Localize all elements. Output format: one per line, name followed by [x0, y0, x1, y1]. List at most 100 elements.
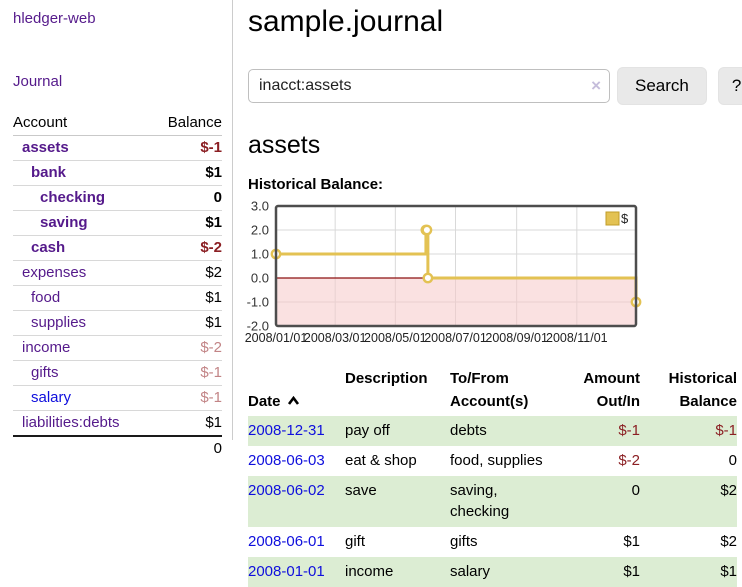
sidebar-balance-cell: $1 [151, 285, 222, 311]
sidebar-balance-cell: $-1 [151, 385, 222, 411]
register-description-cell: eat & shop [345, 452, 417, 469]
accounts-table: Account Balance assets $-1 bank $1 checking 0… [13, 111, 222, 461]
sidebar-balance-cell: $-2 [151, 335, 222, 361]
sidebar-account-cell: liabilities:debts [13, 410, 152, 437]
sidebar-account-link[interactable]: saving [40, 214, 88, 231]
balance-column-header: Balance [151, 111, 222, 136]
sidebar-nav: Journal [13, 73, 222, 90]
y-tick-label: -1.0 [247, 295, 269, 310]
register-body: 2008-12-31 pay off debts $-1 $-1 2008-06-03 ea… [248, 416, 737, 587]
sidebar-balance-cell: $1 [151, 410, 222, 437]
sidebar-account-row: liabilities:debts $1 [13, 410, 222, 437]
accounts-total-spacer [13, 435, 152, 461]
sidebar-account-cell: saving [13, 210, 152, 236]
sidebar-account-link[interactable]: salary [31, 389, 72, 406]
transaction-date-link[interactable]: 2008-06-02 [248, 482, 325, 499]
page-title: sample.journal [248, 5, 444, 38]
transaction-date-link[interactable]: 2008-12-31 [248, 422, 325, 439]
legend-label: $ [621, 211, 629, 226]
sidebar-account-link[interactable]: income [22, 339, 71, 356]
date-header-label: Date [248, 392, 281, 410]
sidebar-account-cell: assets [13, 135, 152, 161]
sidebar-account-row: food $1 [13, 285, 222, 311]
sidebar-account-link[interactable]: food [31, 289, 61, 306]
sidebar-account-link[interactable]: supplies [31, 314, 87, 331]
y-tick-label: 2.0 [251, 223, 269, 238]
sidebar-account-link[interactable]: gifts [31, 364, 59, 381]
sidebar-balance-cell: $1 [151, 160, 222, 186]
clear-search-icon[interactable]: × [591, 76, 601, 95]
sidebar: hledger-web Journal Account Balance asse… [0, 0, 232, 461]
register-header-row: Date Description To/From Account(s) Amou… [248, 366, 737, 416]
transaction-date-link[interactable]: 2008-06-01 [248, 533, 325, 550]
sidebar-account-link[interactable]: assets [22, 139, 69, 156]
search-input-wrap: × [248, 69, 610, 103]
x-tick-label: 2008/03/01 [304, 331, 367, 345]
sidebar-account-link[interactable]: expenses [22, 264, 87, 281]
register-date-cell: 2008-06-02 [248, 476, 345, 527]
sidebar-account-row: supplies $1 [13, 310, 222, 336]
register-accounts-cell: salary [450, 563, 491, 580]
app-title: hledger-web [13, 10, 222, 27]
historical-balance-chart: $3.0 2.0 1.0 0.0 -1.0 -2.0 2008/01/01 2008/03/0… [245, 199, 742, 348]
sort-ascending-icon [287, 395, 299, 405]
legend-swatch [605, 211, 620, 226]
accounts-table-header-row: Account Balance [13, 111, 222, 136]
register-description-cell: pay off [345, 422, 390, 439]
register-date-cell: 2008-06-03 [248, 446, 345, 476]
app-title-link[interactable]: hledger-web [13, 10, 96, 27]
register-amount-cell: 0 [631, 482, 640, 499]
register-amount-cell: $1 [623, 533, 640, 550]
sidebar-item-journal[interactable]: Journal [13, 73, 63, 90]
data-point-marker [421, 224, 433, 236]
accounts-total-value: 0 [151, 435, 222, 461]
sidebar-account-link[interactable]: bank [31, 164, 67, 181]
x-tick-label: 2008/07/01 [424, 331, 487, 345]
sidebar-account-link[interactable]: checking [40, 189, 106, 206]
transaction-date-link[interactable]: 2008-01-01 [248, 563, 325, 580]
register-header-amount: Amount Out/In [583, 370, 640, 410]
sidebar-account-cell: income [13, 335, 152, 361]
sidebar-account-cell: cash [13, 235, 152, 261]
register-balance-cell: $2 [720, 482, 737, 499]
sidebar-account-row: saving $1 [13, 210, 222, 236]
register-description-cell: gift [345, 533, 366, 550]
register-row: 2008-06-03 eat & shop food, supplies $-2 0 [248, 446, 737, 476]
search-button[interactable]: Search [617, 67, 707, 105]
register-header-accounts: To/From Account(s) [450, 370, 529, 410]
register-accounts-cell: gifts [450, 533, 478, 550]
register-date-cell: 2008-01-01 [248, 557, 345, 587]
sidebar-account-cell: salary [13, 385, 152, 411]
balance-chart-svg: $3.0 2.0 1.0 0.0 -1.0 -2.02008/01/012008/03/0… [245, 199, 642, 345]
sidebar-balance-cell: 0 [151, 185, 222, 211]
register-balance-cell: $2 [720, 533, 737, 550]
sidebar-account-row: assets $-1 [13, 135, 222, 161]
y-tick-label: 1.0 [251, 247, 269, 262]
search-input[interactable] [248, 69, 610, 103]
search-form: × Search ? [248, 67, 742, 105]
sidebar-account-cell: bank [13, 160, 152, 186]
sidebar-account-link[interactable]: liabilities:debts [22, 414, 120, 431]
sidebar-balance-cell: $-1 [151, 360, 222, 386]
sidebar-balance-cell: $-1 [151, 135, 222, 161]
register-accounts-cell: food, supplies [450, 452, 543, 469]
help-button[interactable]: ? [717, 67, 742, 105]
sidebar-divider [232, 0, 233, 440]
register-header-date[interactable]: Date [248, 366, 345, 416]
register-amount-cell: $-1 [618, 422, 640, 439]
historical-balance-label: Historical Balance: [248, 176, 384, 193]
sidebar-account-cell: food [13, 285, 152, 311]
sidebar-account-link[interactable]: cash [31, 239, 66, 256]
sidebar-account-cell: gifts [13, 360, 152, 386]
accounts-total-row: 0 [13, 435, 222, 461]
register-header-balance: Historical Balance [668, 370, 737, 410]
register-balance-cell: $1 [720, 563, 737, 580]
account-heading: assets [248, 131, 321, 159]
register-description-cell: income [345, 563, 394, 580]
sidebar-account-row: expenses $2 [13, 260, 222, 286]
transaction-date-link[interactable]: 2008-06-03 [248, 452, 325, 469]
register-balance-cell: 0 [728, 452, 737, 469]
sidebar-account-cell: supplies [13, 310, 152, 336]
sidebar-accounts-body: assets $-1 bank $1 checking 0 saving $1 cash $-2 e… [13, 135, 222, 437]
register-amount-cell: $-2 [618, 452, 640, 469]
